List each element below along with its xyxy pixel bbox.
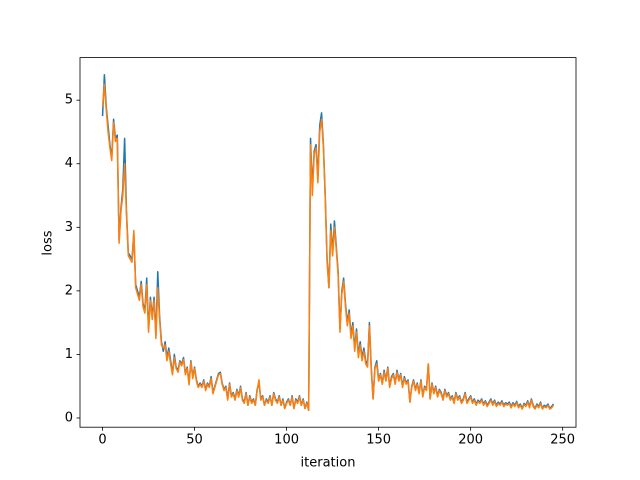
x-tick-label: 250 bbox=[550, 433, 575, 448]
x-tick-label: 0 bbox=[98, 433, 106, 448]
x-tick-label: 200 bbox=[458, 433, 483, 448]
y-tick-label: 3 bbox=[65, 220, 73, 235]
x-tick-label: 50 bbox=[186, 433, 203, 448]
line-series bbox=[101, 83, 555, 412]
y-tick-label: 5 bbox=[65, 93, 73, 108]
y-tick-label: 1 bbox=[65, 347, 73, 362]
x-axis-label: iteration bbox=[301, 456, 356, 471]
x-tick-label: 100 bbox=[274, 433, 299, 448]
y-tick-label: 2 bbox=[65, 283, 73, 298]
y-tick-label: 4 bbox=[65, 156, 73, 171]
y-axis-label: loss bbox=[41, 230, 56, 255]
x-tick-label: 150 bbox=[366, 433, 391, 448]
y-tick-label: 0 bbox=[65, 410, 73, 425]
plot-frame bbox=[79, 57, 577, 428]
